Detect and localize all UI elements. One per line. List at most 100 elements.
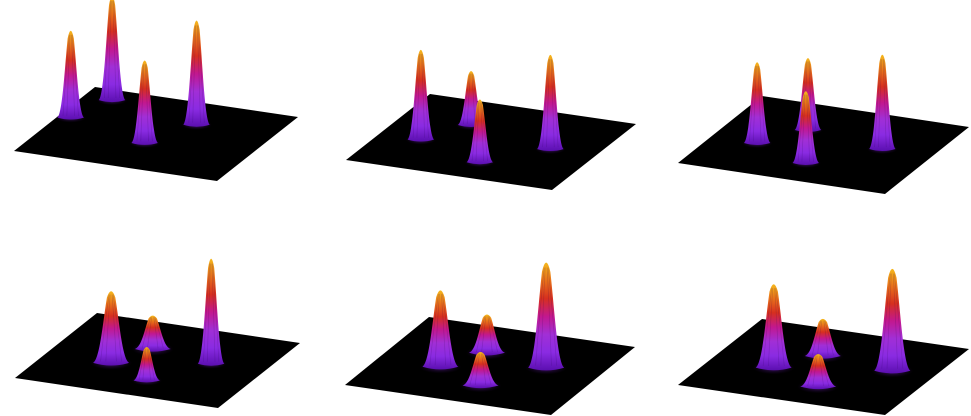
surface-ridge (481, 353, 487, 385)
surface-ridge (476, 316, 486, 352)
surface-ridge (113, 0, 121, 99)
surface-peak (131, 60, 158, 145)
surface-peak (422, 290, 459, 370)
surface-ridge (550, 59, 555, 148)
surface-ridge (823, 320, 829, 356)
surface-ridge (806, 94, 811, 162)
surface-ridge (466, 73, 471, 124)
base-plane (678, 96, 969, 194)
surface-peak (528, 262, 565, 371)
surface-ridge (188, 25, 196, 123)
surface-ridge (809, 61, 817, 129)
surface-peak (57, 30, 84, 120)
surface-ridge (145, 64, 149, 142)
surface-ridge (434, 293, 440, 366)
surface-ridge (429, 293, 439, 366)
surface-ridge (71, 34, 75, 116)
surface-ridge (546, 267, 552, 366)
surface-ridge (801, 94, 806, 162)
surface-ridge (421, 54, 426, 138)
surface-ridge (882, 59, 887, 148)
surface-ridge (442, 293, 452, 366)
surface-ridge (874, 59, 882, 148)
surface-ridge (535, 267, 545, 366)
surface-ridge (145, 64, 153, 142)
surface-ridge (481, 316, 487, 352)
surface-ridge (463, 73, 470, 124)
surface-ridge (471, 73, 476, 124)
surface-ridge (212, 263, 220, 362)
surface-ridge (469, 353, 479, 385)
surface-peak (869, 54, 896, 151)
surface-ridge (480, 102, 485, 161)
surface-ridge (542, 59, 550, 148)
surface-ridge (551, 59, 559, 148)
surface-ridge (471, 102, 479, 162)
surface-peak (743, 62, 771, 145)
surface-peak (466, 99, 494, 165)
surface-ridge (881, 273, 891, 369)
panel-4 (15, 258, 300, 408)
surface-ridge (824, 320, 834, 356)
surface-peak (537, 54, 564, 152)
surface-ridge (111, 294, 117, 362)
surface-ridge (818, 355, 824, 386)
surface-ridge (153, 317, 159, 349)
surface-ridge (107, 0, 112, 99)
surface-ridge (192, 25, 197, 123)
surface-ridge (412, 54, 420, 138)
surface-ridge (762, 288, 773, 366)
surface-peak (468, 314, 505, 356)
surface-ridge (817, 320, 823, 356)
surface-ridge (196, 25, 201, 123)
surface-ridge (475, 102, 480, 161)
surface-peak (804, 318, 841, 359)
surface-ridge (547, 267, 558, 366)
surface-ridge (775, 288, 785, 366)
panel-2 (346, 49, 636, 190)
surface-ridge (482, 353, 492, 385)
surface-peak (183, 20, 210, 127)
surface-ridge (749, 65, 757, 142)
surface-ridge (112, 0, 117, 99)
surface-ridge (886, 273, 892, 369)
surface-ridge (66, 34, 71, 116)
surface-ridge (421, 54, 429, 138)
surface-ridge (893, 273, 904, 369)
surface-ridge (154, 317, 164, 349)
surface-ridge (62, 34, 70, 116)
surface-ridge (136, 64, 144, 142)
surface-ridge (112, 294, 123, 362)
surface-ridge (546, 59, 550, 148)
surface-ridge (878, 59, 882, 148)
surface-ridge (752, 65, 757, 142)
surface-ridge (105, 294, 111, 362)
surface-peak (800, 354, 837, 390)
base-plane (14, 87, 298, 181)
surface-peak (93, 291, 130, 366)
surface-ridge (768, 288, 774, 366)
surface-ridge (197, 25, 205, 123)
surface-peak (407, 49, 434, 142)
base-plane (345, 317, 635, 415)
surface-ridge (441, 293, 447, 366)
surface-peak (462, 352, 499, 389)
surface-ridge (892, 273, 898, 369)
surface-ridge (807, 355, 817, 386)
surface-ridge (480, 102, 488, 162)
base-plane (346, 94, 636, 190)
surface-ridge (416, 54, 421, 138)
surface-ridge (100, 294, 110, 362)
surface-peak (197, 258, 225, 366)
surface-ridge (883, 59, 891, 148)
panel-1 (14, 0, 298, 181)
surface-peak (755, 284, 792, 371)
surface-peak (98, 0, 126, 103)
surface-peak (134, 315, 171, 352)
surface-peak (133, 347, 160, 383)
surface-ridge (141, 317, 152, 349)
surface-ridge (140, 64, 145, 142)
surface-peak (792, 91, 819, 165)
surface-ridge (71, 34, 79, 116)
